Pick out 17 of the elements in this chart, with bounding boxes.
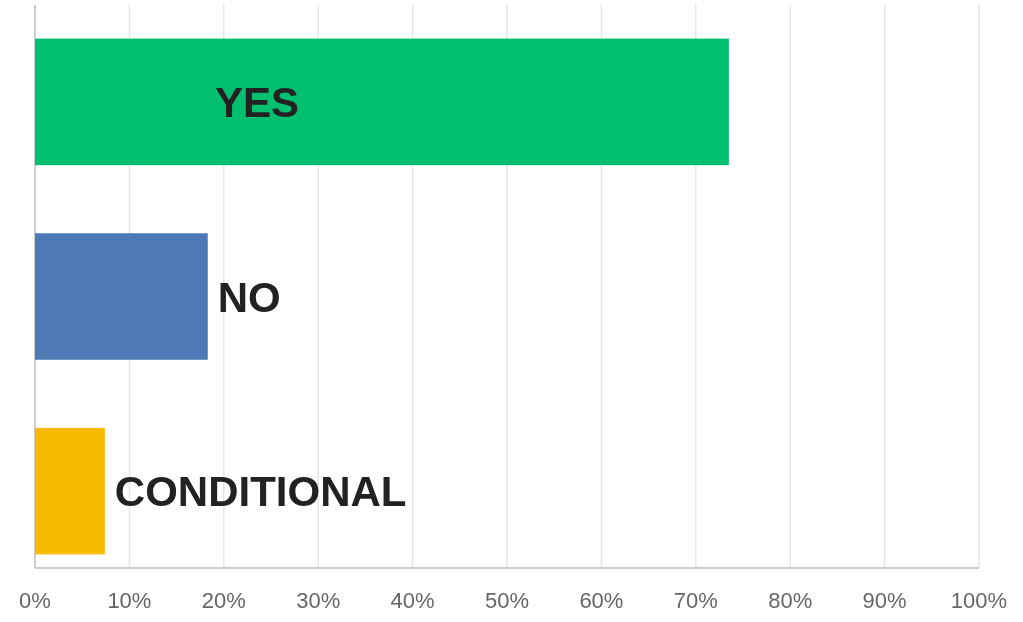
x-tick-label: 50% [484,588,530,613]
x-tick-label: 20% [201,588,246,613]
y-tick-label: YES [215,79,300,126]
x-tick-label: 0% [19,588,51,613]
bar [35,38,729,166]
x-tick-label: 30% [296,588,341,613]
x-tick-label: 100% [950,588,1008,613]
bar [35,233,208,360]
bar [35,427,105,555]
x-tick-label: 80% [768,588,813,613]
y-tick-label: CONDITIONAL [114,468,407,516]
x-tick-label: 70% [673,588,718,613]
x-tick-label: 90% [862,588,907,613]
x-tick-label: 60% [579,588,624,613]
y-tick-label: NO [217,273,281,321]
x-tick-label: 10% [107,588,152,613]
x-tick-label: 40% [390,588,435,613]
